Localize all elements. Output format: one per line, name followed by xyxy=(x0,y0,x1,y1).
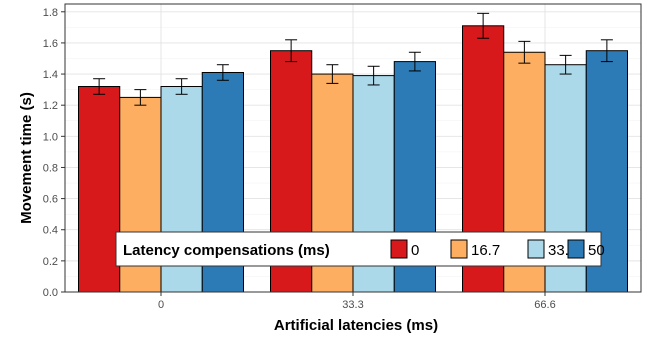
y-tick-label: 0.8 xyxy=(43,162,58,174)
y-axis-title: Movement time (s) xyxy=(18,92,35,224)
legend-box xyxy=(115,231,602,267)
legend-key xyxy=(567,239,585,259)
legend-label: 0 xyxy=(411,242,419,259)
bar xyxy=(78,86,121,293)
y-tick-label: 0.6 xyxy=(43,194,58,206)
y-tick-label: 1.8 xyxy=(43,7,58,19)
legend-key xyxy=(450,239,468,259)
y-axis: 0.0 0.2 0.4 0.6 0.8 1.0 1.2 1.4 1.6 1.8 xyxy=(43,7,65,299)
x-axis-title: Artificial latencies (ms) xyxy=(274,317,438,334)
legend-key xyxy=(390,239,408,259)
y-tick-label: 1.2 xyxy=(43,100,58,112)
y-tick-label: 1.0 xyxy=(43,131,58,143)
x-axis: 0 33.3 66.6 xyxy=(158,292,556,311)
legend-key xyxy=(527,239,545,259)
x-tick-label: 0 xyxy=(158,299,164,311)
y-tick-label: 0.2 xyxy=(43,256,58,268)
legend-items: 0 16.7 33.3 50 xyxy=(390,239,605,259)
legend-label: 50 xyxy=(588,242,605,259)
x-tick-label: 33.3 xyxy=(342,299,363,311)
y-tick-label: 1.6 xyxy=(43,38,58,50)
legend-title: Latency compensations (ms) xyxy=(123,242,330,259)
y-tick-label: 0.0 xyxy=(43,287,58,299)
x-tick-label: 66.6 xyxy=(534,299,555,311)
y-tick-label: 1.4 xyxy=(43,69,58,81)
legend-label: 16.7 xyxy=(471,242,500,259)
y-tick-label: 0.4 xyxy=(43,225,58,237)
error-bars xyxy=(93,12,613,106)
legend: Latency compensations (ms) 0 16.7 33.3 50 xyxy=(115,231,605,267)
